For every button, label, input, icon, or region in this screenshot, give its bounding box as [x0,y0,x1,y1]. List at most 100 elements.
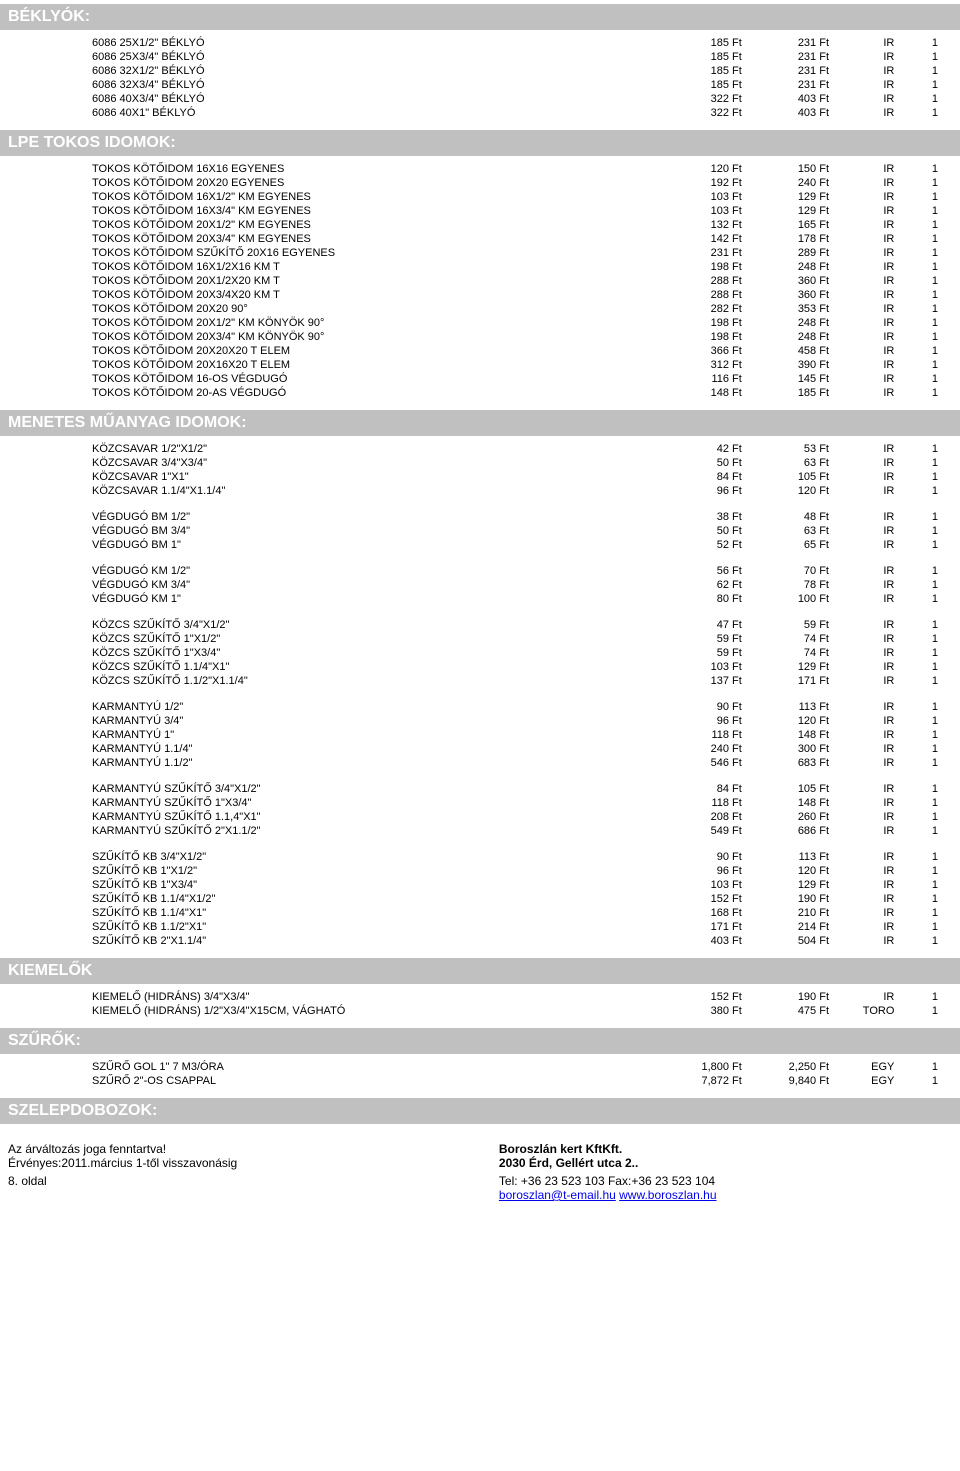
qty: 1 [896,864,940,878]
code: IR [831,618,896,632]
code: IR [831,510,896,524]
table-row: KÖZCS SZŰKÍTŐ 3/4"X1/2"47 Ft59 FtIR1 [90,618,940,632]
code: IR [831,592,896,606]
price-2: 105 Ft [744,470,831,484]
product-name: TOKOS KÖTŐIDOM 16-OS VÉGDUGÓ [90,372,657,386]
footer-web-link[interactable]: www.boroszlan.hu [619,1188,716,1202]
product-name: VÉGDUGÓ BM 1" [90,538,657,552]
product-name: VÉGDUGÓ KM 3/4" [90,578,657,592]
table-row: KARMANTYÚ SZŰKÍTŐ 1.1,4"X1"208 Ft260 FtI… [90,810,940,824]
product-name: VÉGDUGÓ BM 1/2" [90,510,657,524]
price-table: VÉGDUGÓ KM 1/2"56 Ft70 FtIR1VÉGDUGÓ KM 3… [90,564,940,606]
qty: 1 [896,470,940,484]
table-row: VÉGDUGÓ KM 3/4"62 Ft78 FtIR1 [90,578,940,592]
product-name: 6086 25X3/4" BÉKLYÓ [90,50,657,64]
footer-disclaimer: Az árváltozás joga fenntartva! [8,1142,461,1156]
price-2: 113 Ft [744,850,831,864]
qty: 1 [896,92,940,106]
product-name: TOKOS KÖTŐIDOM 20X1/2" KM EGYENES [90,218,657,232]
code: IR [831,564,896,578]
price-2: 63 Ft [744,456,831,470]
code: IR [831,36,896,50]
product-name: KIEMELŐ (HIDRÁNS) 3/4"X3/4" [90,990,657,1004]
qty: 1 [896,456,940,470]
price-1: 118 Ft [657,796,744,810]
product-name: KIEMELŐ (HIDRÁNS) 1/2"X3/4"X15CM, VÁGHAT… [90,1004,657,1018]
code: IR [831,920,896,934]
qty: 1 [896,742,940,756]
qty: 1 [896,892,940,906]
price-2: 120 Ft [744,714,831,728]
table-row: KÖZCSAVAR 1/2"X1/2"42 Ft53 FtIR1 [90,442,940,456]
product-name: TOKOS KÖTŐIDOM 16X1/2" KM EGYENES [90,190,657,204]
price-group: 6086 25X1/2" BÉKLYÓ185 Ft231 FtIR16086 2… [0,30,960,126]
code: IR [831,456,896,470]
code: IR [831,190,896,204]
product-name: KÖZCS SZŰKÍTŐ 1"X1/2" [90,632,657,646]
table-row: TOKOS KÖTŐIDOM 20X3/4" KM EGYENES142 Ft1… [90,232,940,246]
price-table: KARMANTYÚ SZŰKÍTŐ 3/4"X1/2"84 Ft105 FtIR… [90,782,940,838]
table-row: VÉGDUGÓ KM 1/2"56 Ft70 FtIR1 [90,564,940,578]
code: IR [831,850,896,864]
price-group: SZŰRŐ GOL 1" 7 M3/ÓRA1,800 Ft2,250 FtEGY… [0,1054,960,1094]
table-row: KIEMELŐ (HIDRÁNS) 3/4"X3/4"152 Ft190 FtI… [90,990,940,1004]
qty: 1 [896,344,940,358]
code: IR [831,810,896,824]
table-row: TOKOS KÖTŐIDOM 20X20X20 T ELEM366 Ft458 … [90,344,940,358]
table-row: KÖZCS SZŰKÍTŐ 1.1/4"X1"103 Ft129 FtIR1 [90,660,940,674]
price-2: 240 Ft [744,176,831,190]
qty: 1 [896,878,940,892]
price-1: 96 Ft [657,484,744,498]
product-name: SZŰKÍTŐ KB 2"X1.1/4" [90,934,657,948]
price-1: 84 Ft [657,470,744,484]
qty: 1 [896,358,940,372]
table-row: SZŰKÍTŐ KB 3/4"X1/2"90 Ft113 FtIR1 [90,850,940,864]
qty: 1 [896,564,940,578]
product-name: TOKOS KÖTŐIDOM 20X16X20 T ELEM [90,358,657,372]
price-1: 288 Ft [657,288,744,302]
price-2: 289 Ft [744,246,831,260]
price-group: VÉGDUGÓ BM 1/2"38 Ft48 FtIR1VÉGDUGÓ BM 3… [0,504,960,558]
qty: 1 [896,232,940,246]
code: IR [831,176,896,190]
price-2: 683 Ft [744,756,831,770]
price-1: 103 Ft [657,660,744,674]
price-1: 90 Ft [657,700,744,714]
product-name: KARMANTYÚ 1/2" [90,700,657,714]
qty: 1 [896,618,940,632]
product-name: SZŰKÍTŐ KB 1"X3/4" [90,878,657,892]
price-group: SZŰKÍTŐ KB 3/4"X1/2"90 Ft113 FtIR1 SZŰKÍT… [0,844,960,954]
table-row: 6086 40X3/4" BÉKLYÓ322 Ft403 FtIR1 [90,92,940,106]
price-2: 353 Ft [744,302,831,316]
table-row: TOKOS KÖTŐIDOM 16X3/4" KM EGYENES103 Ft1… [90,204,940,218]
product-name: VÉGDUGÓ KM 1" [90,592,657,606]
table-row: SZŰKÍTŐ KB 2"X1.1/4"403 Ft504 FtIR1 [90,934,940,948]
code: IR [831,660,896,674]
table-row: TOKOS KÖTŐIDOM 20X20 EGYENES192 Ft240 Ft… [90,176,940,190]
code: IR [831,674,896,688]
price-2: 9,840 Ft [744,1074,831,1088]
price-2: 458 Ft [744,344,831,358]
footer-email-link[interactable]: boroszlan@t-email.hu [499,1188,616,1202]
qty: 1 [896,592,940,606]
code: IR [831,274,896,288]
product-name: KARMANTYÚ SZŰKÍTŐ 1.1,4"X1" [90,810,657,824]
table-row: KARMANTYÚ 1.1/2"546 Ft683 FtIR1 [90,756,940,770]
table-row: KARMANTYÚ 3/4"96 Ft120 FtIR1 [90,714,940,728]
table-row: SZŰKÍTŐ KB 1.1/4"X1/2"152 Ft190 FtIR1 [90,892,940,906]
price-1: 103 Ft [657,878,744,892]
section-header: BÉKLYÓK: [0,4,960,30]
product-name: TOKOS KÖTŐIDOM 20X3/4" KM KÖNYÖK 90° [90,330,657,344]
price-2: 74 Ft [744,632,831,646]
price-1: 198 Ft [657,316,744,330]
qty: 1 [896,934,940,948]
code: IR [831,78,896,92]
footer-phone: Tel: +36 23 523 103 Fax:+36 23 523 104 [499,1174,952,1188]
price-1: 59 Ft [657,646,744,660]
code: IR [831,796,896,810]
section-header: LPE TOKOS IDOMOK: [0,130,960,156]
qty: 1 [896,484,940,498]
price-2: 185 Ft [744,386,831,400]
qty: 1 [896,36,940,50]
qty: 1 [896,660,940,674]
